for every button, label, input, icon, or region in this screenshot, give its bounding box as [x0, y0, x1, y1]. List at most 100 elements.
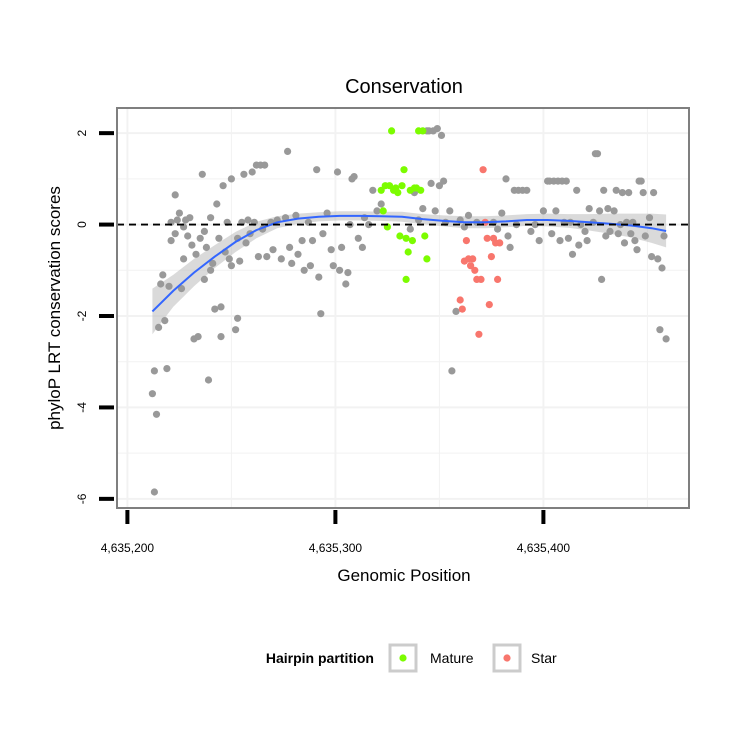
point-other	[614, 230, 622, 238]
point-other	[625, 189, 633, 197]
point-other	[660, 232, 668, 240]
point-mature	[388, 127, 396, 135]
point-other	[263, 253, 271, 261]
point-other	[654, 255, 662, 263]
point-other	[531, 221, 539, 229]
point-other	[446, 207, 454, 215]
point-other	[620, 239, 629, 247]
point-other	[175, 209, 183, 217]
point-other	[350, 173, 358, 181]
point-mature	[404, 248, 412, 256]
y-tick-label: -6	[75, 493, 89, 504]
point-other	[602, 232, 610, 240]
point-other	[234, 314, 242, 322]
point-other	[207, 266, 215, 274]
point-mature	[417, 186, 425, 194]
point-other	[284, 147, 292, 155]
point-other	[506, 243, 514, 251]
legend-title: Hairpin partition	[266, 650, 374, 666]
chart-title: Conservation	[345, 76, 463, 98]
point-mature	[385, 182, 394, 190]
point-other	[631, 237, 639, 245]
point-other	[327, 246, 335, 254]
point-other	[494, 225, 502, 233]
point-other	[406, 225, 414, 233]
x-axis-label: Genomic Position	[337, 566, 470, 585]
point-other	[155, 323, 163, 331]
point-other	[184, 232, 192, 240]
point-other	[437, 131, 446, 139]
point-other	[610, 207, 618, 215]
point-other	[593, 150, 602, 158]
point-other	[215, 234, 223, 242]
point-other	[502, 175, 510, 183]
y-axis-label: phyloP LRT conservation scores	[45, 186, 64, 430]
point-other	[186, 214, 194, 222]
point-other	[344, 269, 352, 277]
point-other	[192, 250, 200, 258]
point-other	[173, 216, 181, 224]
point-mature	[400, 166, 408, 174]
point-other	[440, 177, 448, 185]
point-other	[288, 259, 296, 267]
point-other	[427, 179, 435, 187]
point-other	[452, 307, 460, 315]
point-mature	[402, 234, 410, 242]
point-other	[618, 189, 627, 197]
point-other	[523, 186, 531, 194]
point-other	[656, 326, 664, 334]
point-other	[329, 262, 337, 270]
point-star	[479, 166, 487, 174]
point-other	[159, 271, 167, 279]
point-other	[294, 250, 302, 258]
point-other	[225, 255, 233, 263]
point-star	[494, 275, 502, 283]
point-mature	[379, 207, 387, 215]
point-other	[645, 214, 654, 222]
point-other	[244, 216, 252, 224]
point-other	[648, 253, 656, 261]
point-other	[354, 234, 362, 242]
x-tick-label: 4,635,400	[517, 541, 571, 555]
point-other	[377, 200, 385, 208]
point-mature	[398, 182, 406, 190]
point-other	[539, 207, 548, 215]
point-other	[298, 237, 306, 245]
point-other	[292, 211, 300, 219]
point-other	[157, 280, 165, 288]
point-other	[658, 264, 666, 272]
point-other	[204, 376, 213, 384]
point-star	[462, 237, 470, 245]
point-other	[637, 177, 645, 185]
point-mature	[396, 232, 404, 240]
point-star	[467, 262, 475, 270]
legend-label-mature: Mature	[430, 650, 474, 666]
point-other	[196, 234, 204, 242]
point-other	[148, 390, 156, 398]
point-other	[552, 207, 560, 215]
point-other	[315, 273, 323, 281]
point-other	[317, 310, 325, 318]
smooth-line-layer	[151, 214, 667, 313]
point-mature	[423, 255, 431, 263]
point-other	[165, 282, 173, 290]
point-other	[306, 262, 314, 270]
point-other	[338, 243, 346, 251]
point-other	[219, 182, 227, 190]
point-other	[232, 326, 240, 334]
point-other	[365, 221, 373, 229]
point-other	[277, 255, 285, 263]
point-other	[342, 280, 350, 288]
point-other	[431, 207, 439, 215]
point-other	[198, 170, 206, 178]
point-other	[213, 200, 221, 208]
point-other	[242, 239, 250, 247]
point-other	[180, 255, 188, 263]
point-other	[161, 317, 169, 325]
point-other	[333, 168, 342, 176]
point-mature	[377, 186, 385, 194]
point-other	[163, 365, 171, 373]
point-other	[535, 237, 543, 245]
point-other	[300, 266, 308, 274]
point-other	[548, 230, 556, 238]
